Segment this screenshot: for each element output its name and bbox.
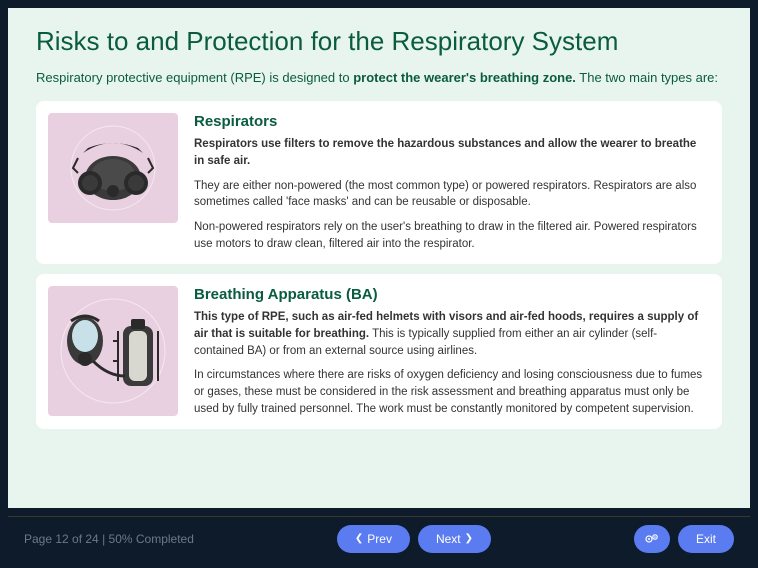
card-heading: Respirators <box>194 113 706 130</box>
chevron-left-icon: ❮ <box>355 533 363 544</box>
exit-button[interactable]: Exit <box>678 525 734 553</box>
right-group: Exit <box>634 525 734 553</box>
intro-text: Respiratory protective equipment (RPE) i… <box>36 69 722 87</box>
card-heading: Breathing Apparatus (BA) <box>194 286 706 303</box>
card-respirators: Respirators Respirators use filters to r… <box>36 101 722 264</box>
card-content: Breathing Apparatus (BA) This type of RP… <box>194 286 706 417</box>
nav-group: ❮ Prev Next ❯ <box>337 525 491 553</box>
footer-bar: Page 12 of 24 | 50% Completed ❮ Prev Next… <box>8 516 750 560</box>
card-lead-bold: Respirators use filters to remove the ha… <box>194 138 696 167</box>
content-area: Risks to and Protection for the Respirat… <box>8 8 750 508</box>
intro-after: The two main types are: <box>576 70 718 85</box>
page-title: Risks to and Protection for the Respirat… <box>36 26 722 57</box>
prev-button[interactable]: ❮ Prev <box>337 525 410 553</box>
ba-icon <box>53 291 173 411</box>
card-breathing-apparatus: Breathing Apparatus (BA) This type of RP… <box>36 274 722 429</box>
gears-icon <box>644 531 660 547</box>
chevron-right-icon: ❯ <box>465 533 473 544</box>
card-p2: In circumstances where there are risks o… <box>194 367 706 417</box>
card-lead: Respirators use filters to remove the ha… <box>194 136 706 169</box>
respirator-icon <box>58 123 168 213</box>
ba-image <box>48 286 178 416</box>
respirator-image <box>48 113 178 223</box>
next-button[interactable]: Next ❯ <box>418 525 491 553</box>
card-p2: They are either non-powered (the most co… <box>194 178 706 211</box>
settings-button[interactable] <box>634 525 670 553</box>
intro-before: Respiratory protective equipment (RPE) i… <box>36 70 353 85</box>
page-status: Page 12 of 24 | 50% Completed <box>24 532 194 546</box>
prev-label: Prev <box>367 532 392 546</box>
next-label: Next <box>436 532 461 546</box>
card-content: Respirators Respirators use filters to r… <box>194 113 706 252</box>
intro-bold: protect the wearer's breathing zone. <box>353 70 576 85</box>
card-lead: This type of RPE, such as air-fed helmet… <box>194 309 706 359</box>
exit-label: Exit <box>696 532 716 546</box>
card-p3: Non-powered respirators rely on the user… <box>194 219 706 252</box>
